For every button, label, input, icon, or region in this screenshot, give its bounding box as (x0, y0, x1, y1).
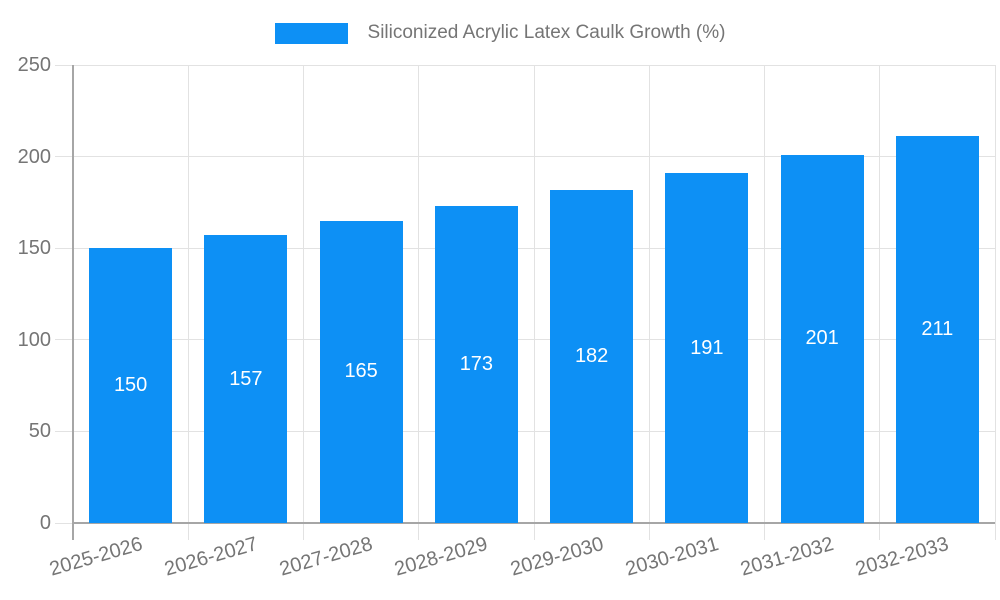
bar: 157 (204, 235, 288, 523)
x-gridline (418, 65, 420, 540)
x-gridline (187, 65, 189, 540)
bar-value-label: 157 (229, 367, 263, 390)
bar: 165 (319, 220, 403, 523)
y-axis-line (72, 65, 74, 540)
y-axis-tick-label: 100 (17, 328, 51, 351)
bar-value-label: 182 (574, 344, 609, 367)
y-axis-tick-label: 200 (17, 145, 51, 168)
x-gridline (648, 65, 650, 540)
x-gridline (994, 65, 996, 540)
y-gridline (55, 247, 995, 249)
y-axis-tick-label: 150 (17, 237, 51, 260)
bar-value-label: 165 (344, 360, 378, 383)
bar: 182 (550, 189, 634, 523)
legend-series-label: Siliconized Acrylic Latex Caulk Growth (… (367, 22, 726, 43)
bar-value-label: 201 (805, 327, 839, 350)
x-axis-line (73, 522, 995, 524)
y-axis-tick-label: 250 (17, 54, 51, 76)
x-gridline (303, 65, 304, 540)
bar-value-label: 191 (690, 336, 724, 359)
legend-color-swatch (274, 22, 348, 44)
bar: 201 (780, 154, 864, 523)
chart-legend: Siliconized Acrylic Latex Caulk Growth (… (0, 20, 1000, 46)
y-axis-tick-label: 0 (39, 512, 51, 534)
bar: 173 (434, 206, 518, 523)
bar-value-label: 211 (921, 318, 954, 341)
y-gridline (55, 156, 995, 158)
x-gridline (879, 65, 881, 540)
bar-value-label: 173 (459, 353, 494, 376)
y-gridline (55, 64, 995, 66)
x-gridline (764, 65, 765, 540)
y-axis-tick-label: 50 (28, 420, 51, 443)
y-gridline (55, 339, 995, 341)
bar: 150 (89, 248, 173, 523)
bar-value-label: 150 (113, 374, 148, 397)
bar: 191 (665, 173, 749, 523)
bar: 211 (895, 136, 979, 523)
y-gridline (55, 430, 995, 432)
x-gridline (533, 65, 535, 540)
